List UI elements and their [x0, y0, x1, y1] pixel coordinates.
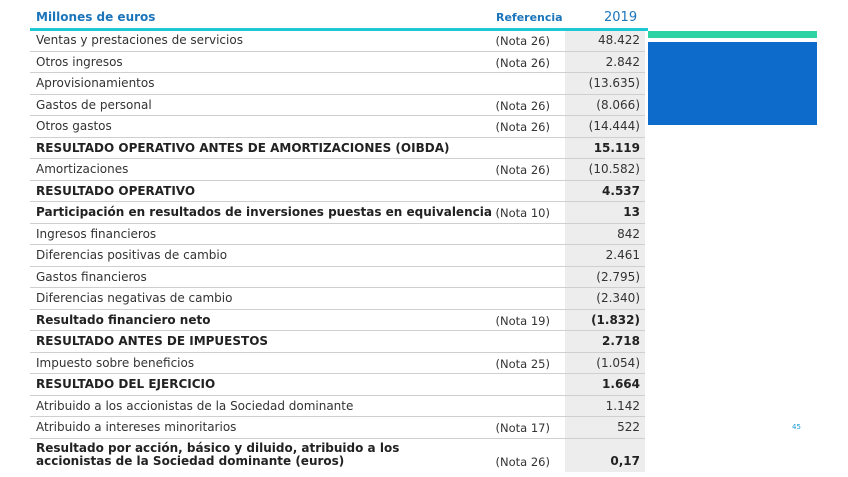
row-value: 522	[617, 420, 640, 434]
table-row: Impuesto sobre beneficios (Nota 25) (1.054…	[30, 353, 645, 374]
row-value: 48.422	[598, 33, 640, 47]
table-row: RESULTADO DEL EJERCICIO 1.664	[30, 374, 645, 396]
row-value: 15.119	[593, 140, 640, 155]
table-row: Participación en resultados de inversion…	[30, 202, 645, 224]
row-ref: (Nota 19)	[495, 313, 550, 328]
table-row: Amortizaciones (Nota 26) (10.582)	[30, 159, 645, 181]
row-label: Gastos de personal	[36, 97, 152, 112]
table-row: Ventas y prestaciones de servicios (Nota …	[30, 30, 645, 52]
blue-block	[648, 42, 817, 125]
row-ref: (Nota 26)	[495, 163, 550, 177]
header-ref: Referencia	[496, 11, 563, 24]
header-year: 2019	[604, 10, 638, 25]
table-row: Aprovisionamientos (13.635)	[30, 73, 645, 95]
row-label: Resultado por acción, básico y diluido, …	[36, 440, 400, 468]
table-row: RESULTADO OPERATIVO ANTES DE AMORTIZACIO…	[30, 138, 645, 159]
row-value: 842	[617, 226, 640, 241]
row-ref: (Nota 26)	[495, 120, 550, 134]
row-label: Otros gastos	[36, 119, 112, 133]
table-row: RESULTADO OPERATIVO 4.537	[30, 181, 645, 202]
row-value: 2.842	[605, 54, 640, 69]
row-value: (2.340)	[596, 291, 640, 305]
table-row: Gastos financieros (2.795)	[30, 267, 645, 288]
row-label: Gastos financieros	[36, 269, 147, 284]
value-column-bg	[565, 30, 645, 472]
row-value: (1.832)	[591, 312, 640, 327]
row-value: (2.795)	[596, 269, 640, 284]
row-ref: (Nota 10)	[495, 206, 550, 220]
table-row: Atribuido a intereses minoritarios (Nota …	[30, 417, 645, 439]
row-ref: (Nota 26)	[495, 34, 550, 48]
table-row: Otros ingresos (Nota 26) 2.842	[30, 52, 645, 73]
row-label: Diferencias negativas de cambio	[36, 291, 233, 305]
row-ref: (Nota 26)	[495, 454, 550, 469]
row-value: 2.461	[605, 248, 640, 262]
row-label: Otros ingresos	[36, 54, 123, 69]
green-bar	[648, 31, 817, 38]
row-label: RESULTADO ANTES DE IMPUESTOS	[36, 334, 269, 348]
row-label: RESULTADO OPERATIVO	[36, 183, 196, 198]
row-label: Impuesto sobre beneficios	[36, 355, 195, 370]
header-rule	[30, 28, 648, 31]
row-value: (10.582)	[588, 162, 640, 176]
row-ref: (Nota 25)	[495, 356, 550, 371]
row-label: Resultado financiero neto	[36, 312, 211, 327]
row-value: (1.054)	[596, 355, 640, 370]
page-number: 45	[792, 423, 801, 431]
row-ref: (Nota 26)	[495, 55, 550, 70]
table-row: Gastos de personal (Nota 26) (8.066)	[30, 95, 645, 116]
row-label: Atribuido a los accionistas de la Socied…	[36, 398, 354, 413]
row-value: (14.444)	[588, 119, 640, 133]
row-value: 13	[623, 205, 640, 219]
row-ref: (Nota 17)	[495, 421, 550, 435]
table-row: Resultado por acción, básico y diluido, …	[30, 439, 645, 472]
row-ref: (Nota 26)	[495, 98, 550, 113]
row-label: RESULTADO OPERATIVO ANTES DE AMORTIZACIO…	[36, 140, 450, 155]
table-row: Resultado financiero neto (Nota 19) (1.832…	[30, 310, 645, 331]
table-row: Atribuido a los accionistas de la Socied…	[30, 396, 645, 417]
row-label: Ventas y prestaciones de servicios	[36, 33, 243, 47]
table-row: Otros gastos (Nota 26) (14.444)	[30, 116, 645, 138]
row-value: 1.142	[605, 398, 640, 413]
row-value: 0,17	[610, 453, 640, 468]
header-label: Millones de euros	[36, 10, 156, 24]
row-value: (8.066)	[596, 97, 640, 112]
table-row: Diferencias negativas de cambio (2.340)	[30, 288, 645, 310]
row-value: (13.635)	[588, 76, 640, 90]
table-row: RESULTADO ANTES DE IMPUESTOS 2.718	[30, 331, 645, 353]
row-label: Atribuido a intereses minoritarios	[36, 420, 237, 434]
row-label: Participación en resultados de inversion…	[36, 205, 492, 219]
row-label: Diferencias positivas de cambio	[36, 248, 228, 262]
row-label: Ingresos financieros	[36, 226, 157, 241]
row-label: RESULTADO DEL EJERCICIO	[36, 377, 216, 391]
row-value: 4.537	[602, 183, 640, 198]
table-row: Diferencias positivas de cambio 2.461	[30, 245, 645, 267]
row-value: 1.664	[602, 377, 640, 391]
row-label: Aprovisionamientos	[36, 76, 155, 90]
table-row: Ingresos financieros 842	[30, 224, 645, 245]
row-label: Amortizaciones	[36, 162, 129, 176]
row-value: 2.718	[602, 334, 640, 348]
